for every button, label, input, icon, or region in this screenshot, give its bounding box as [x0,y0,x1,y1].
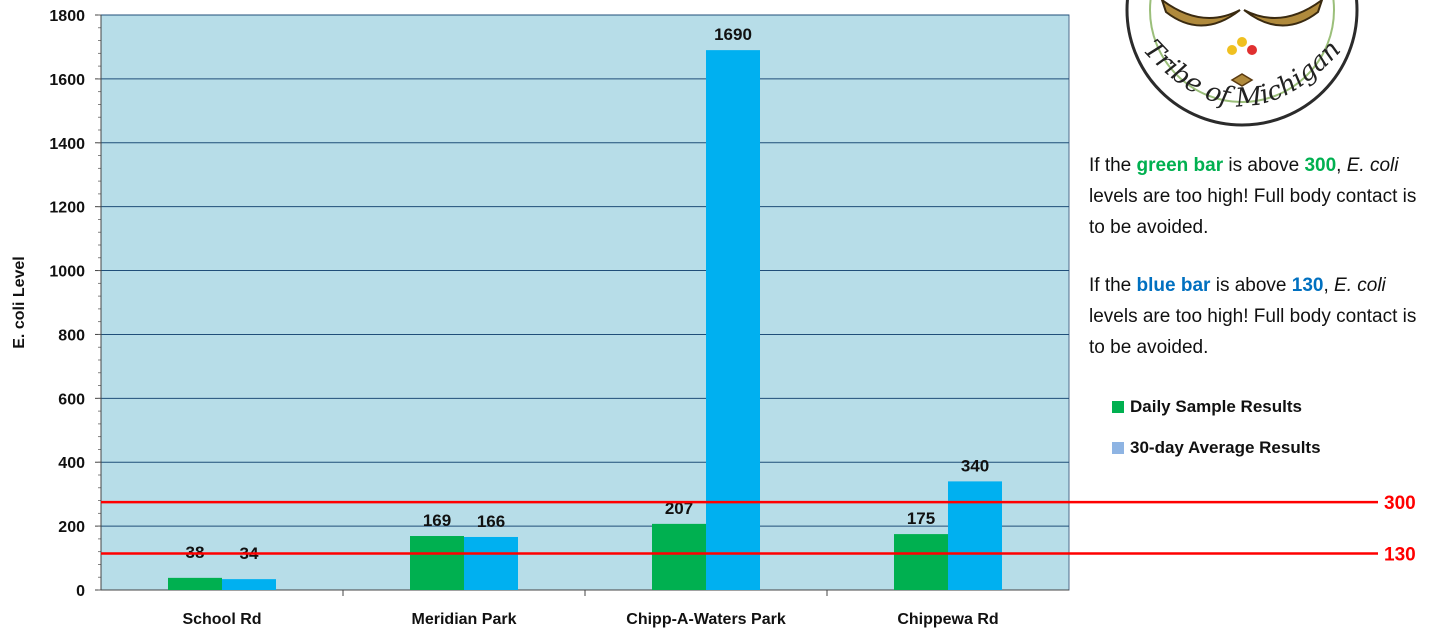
y-tick-label: 400 [58,455,85,472]
note-blue-threshold-value: 130 [1291,275,1324,296]
note-green-label: green bar [1136,155,1224,176]
y-tick-label: 600 [58,391,85,408]
bar [948,481,1002,590]
y-tick-label: 1800 [49,8,85,25]
legend-swatch-daily [1112,401,1124,413]
bar [706,50,760,590]
note-green-threshold-value: 300 [1304,155,1337,176]
threshold-label: 300 [1384,493,1416,514]
data-label: 207 [665,499,693,518]
y-tick-label: 0 [76,583,85,600]
bar [222,579,276,590]
bar [652,523,706,590]
bar [894,534,948,590]
legend-swatch-average [1112,442,1124,454]
note-blue-threshold: If the blue bar is above 130, E. coli le… [1089,275,1417,358]
plot-area [100,14,1070,591]
data-label: 169 [423,511,451,530]
y-tick-label: 1000 [49,264,85,281]
y-tick-label: 200 [58,519,85,536]
legend-label-average: 30-day Average Results [1130,438,1321,457]
tribe-logo: Tribe of Michigan [1125,0,1359,127]
bar [168,577,222,590]
x-tick-label: Meridian Park [412,611,517,628]
legend-item-average: 30-day Average Results [1112,438,1321,458]
y-tick-label: 1600 [49,72,85,89]
data-label: 166 [477,512,505,531]
data-label: 340 [961,456,989,475]
bar [410,536,464,590]
note-green-threshold: If the green bar is above 300, E. coli l… [1089,155,1417,238]
x-tick-label: Chippewa Rd [897,611,998,628]
x-tick-label: Chipp-A-Waters Park [626,611,786,628]
y-axis-label: E. coli Level [11,256,28,348]
note-blue-label: blue bar [1136,275,1211,296]
y-tick-label: 1200 [49,200,85,217]
bar [464,536,518,590]
x-tick-label: School Rd [182,611,261,628]
y-tick-label: 800 [58,327,85,344]
legend-item-daily: Daily Sample Results [1112,397,1302,417]
legend-label-daily: Daily Sample Results [1130,397,1302,416]
threshold-label: 130 [1384,544,1416,565]
data-label: 1690 [714,25,752,44]
data-label: 175 [907,509,935,528]
y-tick-label: 1400 [49,136,85,153]
